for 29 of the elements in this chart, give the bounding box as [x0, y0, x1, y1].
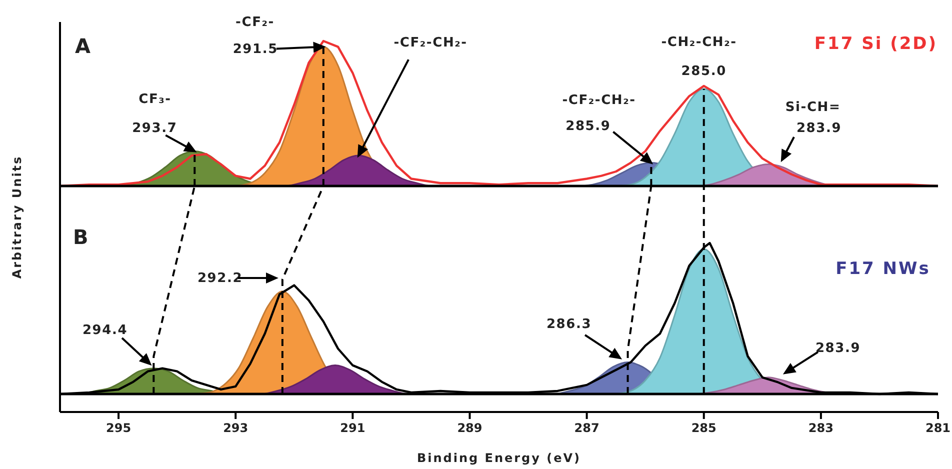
annotation: -CF₂-CH₂- [394, 36, 468, 51]
annotation: 294.4 [82, 323, 128, 338]
x-tick-label: 281 [925, 421, 951, 435]
text: F17 NWs [836, 259, 930, 279]
annotation: 285.9 [566, 118, 611, 134]
annotation: 286.3 [546, 317, 592, 332]
x-tick-label: 285 [691, 421, 716, 435]
chart-title: B [73, 225, 88, 249]
y-axis-title: Arbitrary Units [10, 155, 24, 279]
x-tick-label: 287 [574, 421, 600, 435]
chart-title: A [75, 34, 91, 58]
annotation: 283.9 [796, 121, 842, 136]
x-tick-label: 293 [223, 421, 248, 435]
x-tick-label: 289 [457, 421, 482, 435]
x-tick-label: 295 [106, 421, 132, 435]
x-tick-label: 283 [808, 421, 834, 435]
annotation: -CF₂-CH₂- [562, 93, 636, 108]
annotation: 291.5 [232, 42, 278, 57]
annotation: 285.0 [681, 64, 726, 79]
annotation: Si-CH= [785, 100, 841, 115]
text: -CF₂- [236, 15, 274, 30]
annotation: 283.9 [815, 341, 861, 356]
annotation: CF₃- [138, 92, 172, 107]
x-tick-label: 291 [340, 421, 366, 435]
annotation: -CH₂-CH₂- [661, 35, 737, 50]
x-axis-title: Binding Energy (eV) [416, 451, 582, 465]
chart-subtitle: F17 Si (2D) [814, 34, 938, 54]
annotation: 292.2 [197, 271, 243, 286]
annotation: 293.7 [132, 121, 178, 136]
